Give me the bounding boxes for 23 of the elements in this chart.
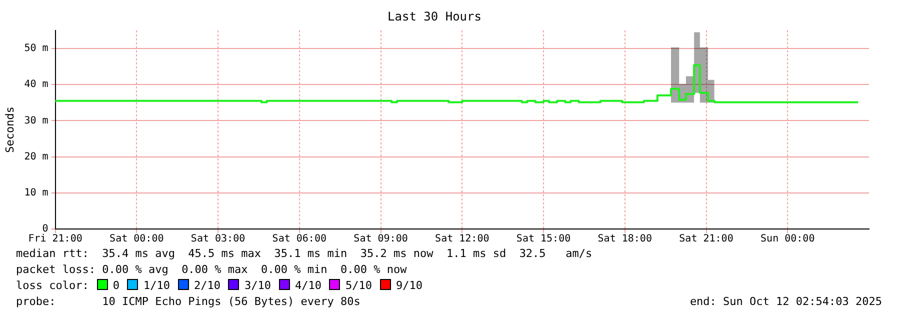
y-tick-label: 0	[42, 224, 48, 235]
y-tick-label: 20 m	[24, 151, 48, 162]
text: loss color: 0 1/10 2/10 3/10 4/10 5/10 9/10	[16, 279, 422, 292]
x-tick-label: Sat 06:00	[272, 234, 326, 245]
text: probe: 10 ICMP Echo Pings (56 Bytes) every 80s	[16, 295, 360, 308]
chart-title: Last 30 Hours	[388, 9, 482, 24]
text: median rtt: 35.4 ms avg 45.5 ms max 35.1 ms min 35.2 ms now 1.1 ms sd 32.5 am/s	[16, 246, 594, 262]
y-axis-title: Seconds	[3, 106, 16, 153]
y-tick-label: 30 m	[24, 115, 48, 126]
x-tick-label: Sat 12:00	[435, 234, 490, 245]
x-tick-label: Sat 03:00	[190, 234, 246, 245]
x-tick-label: Sat 09:00	[354, 234, 408, 245]
y-tick-label: 40 m	[24, 79, 48, 90]
x-tick-label: Fri 21:00	[28, 234, 82, 245]
x-tick-label: Sat 00:00	[110, 234, 164, 245]
y-tick-label: 10 m	[24, 187, 48, 198]
text: end: Sun Oct 12 02:54:03 2025	[690, 294, 882, 310]
x-tick-label: Sat 18:00	[598, 234, 652, 245]
x-tick-label: Sun 00:00	[760, 234, 815, 245]
x-tick-label: Sat 21:00	[679, 234, 734, 245]
text: packet loss: 0.00 % avg 0.00 % max 0.00 % min 0.00 % now	[16, 262, 408, 278]
y-tick-label: 50 m	[24, 43, 48, 54]
x-tick-label: Sat 15:00	[516, 234, 571, 245]
